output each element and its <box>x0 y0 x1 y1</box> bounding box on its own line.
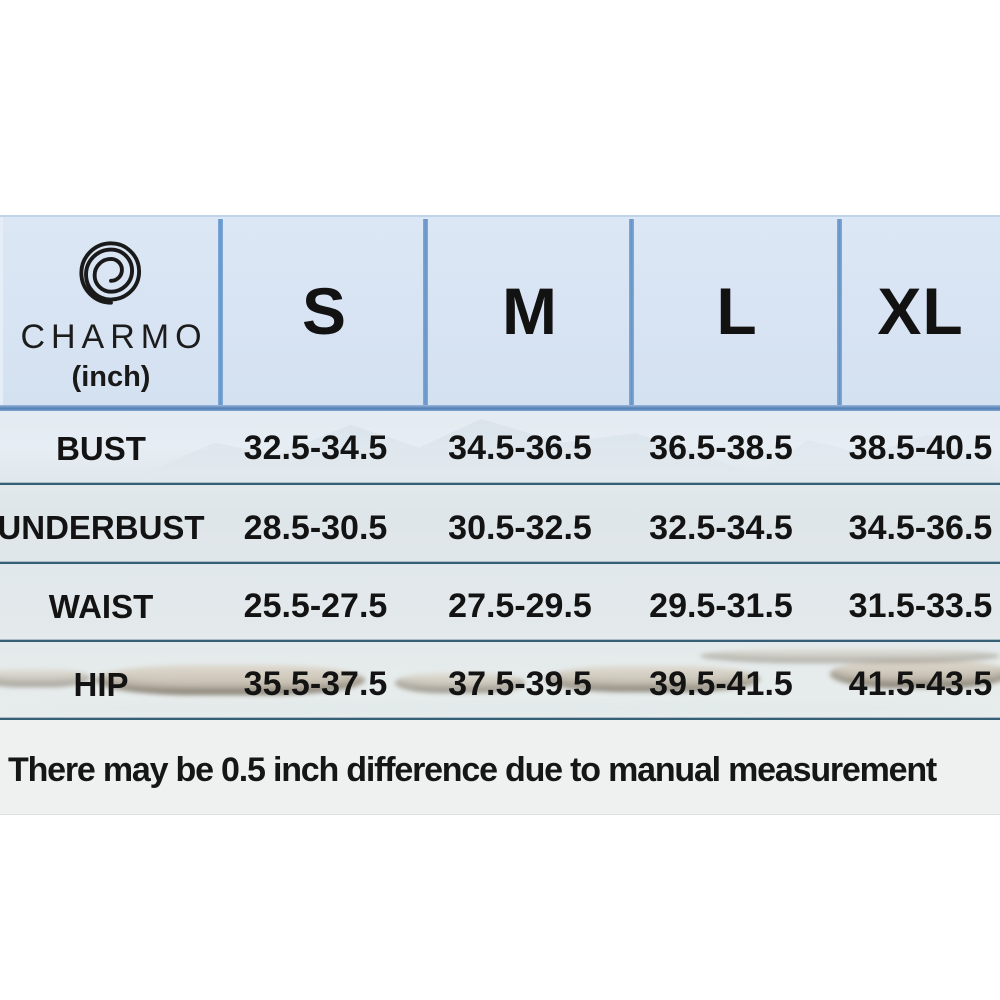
water-streak <box>0 703 1000 713</box>
size-header-xl: XL <box>877 274 964 348</box>
column-divider <box>629 219 634 405</box>
size-value-cell: 30.5-32.5 <box>448 508 592 547</box>
size-value-cell: 34.5-36.5 <box>848 508 993 547</box>
table-row-underbust: UNDERBUST 28.5-30.5 30.5-32.5 32.5-34.5 … <box>0 485 1000 564</box>
size-chart: CHARMO (inch) S M L XL BUST 32.5-34.5 34… <box>0 215 1000 815</box>
rock-shape <box>395 673 525 693</box>
brand-name: CHARMO <box>20 318 208 356</box>
size-value-cell: 35.5-37.5 <box>243 665 388 703</box>
rock-shape <box>700 649 1000 663</box>
rock-shape <box>0 669 90 687</box>
unit-label: (inch) <box>71 361 151 393</box>
size-value-cell: 37.5-39.5 <box>448 665 592 703</box>
size-value-cell: 25.5-27.5 <box>243 587 388 625</box>
brand-cell: CHARMO (inch) <box>0 217 222 405</box>
header-bottom-border <box>0 405 1000 411</box>
measurement-note: There may be 0.5 inch difference due to … <box>0 720 1000 815</box>
rock-shape <box>95 665 365 695</box>
size-value-cell: 34.5-36.5 <box>448 429 592 467</box>
size-header-m: M <box>502 274 558 348</box>
table-row-hip: HIP 35.5-37.5 37.5-39.5 39.5-41.5 41.5-4… <box>0 642 1000 720</box>
table-header-row: CHARMO (inch) S M L XL <box>0 215 1000 411</box>
table-row-waist: WAIST 25.5-27.5 27.5-29.5 29.5-31.5 31.5… <box>0 564 1000 642</box>
column-divider <box>837 219 842 405</box>
size-value-cell: 38.5-40.5 <box>848 429 993 467</box>
size-value-cell: 32.5-34.5 <box>649 508 793 547</box>
row-label: WAIST <box>48 587 154 625</box>
size-value-cell: 29.5-31.5 <box>649 587 793 625</box>
size-header-s: S <box>301 274 348 348</box>
rock-shape <box>545 666 760 692</box>
row-label: BUST <box>56 429 146 467</box>
column-divider <box>218 219 223 405</box>
table-row-bust: BUST 32.5-34.5 34.5-36.5 36.5-38.5 38.5-… <box>0 405 1000 485</box>
size-value-cell: 32.5-34.5 <box>243 429 388 467</box>
size-header-l: L <box>716 274 758 348</box>
charmo-logo-spiral-icon <box>79 241 142 305</box>
size-value-cell: 39.5-41.5 <box>649 665 793 703</box>
column-divider <box>423 219 428 405</box>
size-value-cell: 41.5-43.5 <box>848 665 993 703</box>
size-value-cell: 27.5-29.5 <box>448 587 592 625</box>
size-value-cell: 36.5-38.5 <box>649 429 793 467</box>
row-label: HIP <box>73 665 129 703</box>
rock-shape <box>830 660 1000 688</box>
row-label: UNDERBUST <box>0 509 205 546</box>
size-value-cell: 31.5-33.5 <box>848 587 993 625</box>
size-value-cell: 28.5-30.5 <box>243 508 388 547</box>
